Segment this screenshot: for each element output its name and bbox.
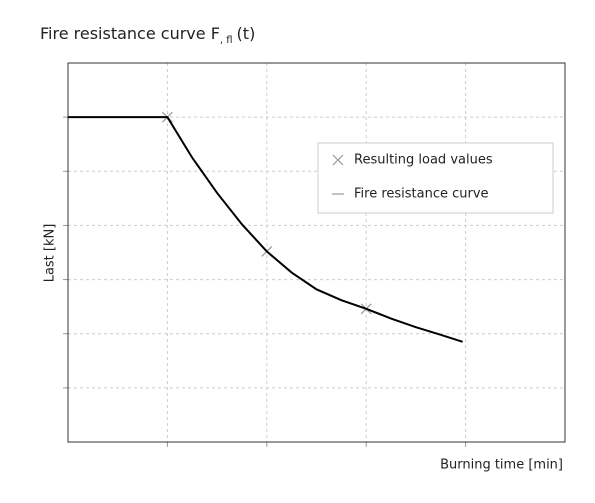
legend-label: Resulting load values (354, 153, 493, 168)
title-main: Fire resistance curve F (40, 24, 220, 43)
y-axis-label: Last [kN] (43, 224, 58, 283)
fire-curve (68, 116, 463, 343)
legend-marker (332, 154, 344, 166)
title-suffix: (t) (237, 24, 256, 43)
legend-box (317, 142, 554, 214)
x-axis-label: Burning time [min] (440, 458, 563, 473)
legend-label: Fire resistance curve (354, 187, 489, 202)
chart-title: Fire resistance curve F, fl (t) (40, 24, 255, 47)
plot-frame (67, 62, 566, 443)
title-subscript: , fl (220, 35, 233, 46)
